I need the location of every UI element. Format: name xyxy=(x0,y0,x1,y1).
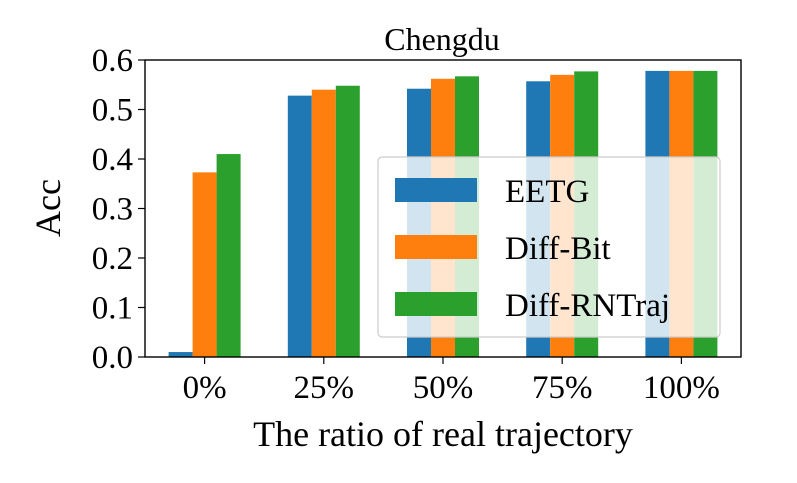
legend-swatch-diff-bit xyxy=(395,235,477,259)
x-axis: 0% 25% 50% 75% 100% xyxy=(183,357,720,406)
legend-label-eetg: EETG xyxy=(505,174,589,210)
y-tick-label: 0.2 xyxy=(92,241,133,277)
chart-title: Chengdu xyxy=(384,21,500,57)
x-tick-label: 25% xyxy=(294,370,355,406)
bar-diff-bit-1 xyxy=(311,89,336,357)
y-axis: 0.0 0.1 0.2 0.3 0.4 0.5 0.6 xyxy=(92,43,145,376)
legend-swatch-diff-rntraj xyxy=(395,292,477,316)
x-tick-label: 100% xyxy=(643,370,720,406)
x-tick-label: 50% xyxy=(413,370,474,406)
y-tick-label: 0.6 xyxy=(92,43,133,79)
legend-label-diff-bit: Diff-Bit xyxy=(505,231,611,267)
bar-eetg-1 xyxy=(287,95,312,357)
x-tick-label: 0% xyxy=(183,370,227,406)
x-axis-label: The ratio of real trajectory xyxy=(253,414,633,454)
x-tick-label: 75% xyxy=(532,370,593,406)
y-tick-label: 0.3 xyxy=(92,192,133,228)
y-tick-label: 0.0 xyxy=(92,340,133,376)
plot-frame xyxy=(144,59,742,358)
legend-swatch-eetg xyxy=(395,178,477,202)
bar-diff-bit-0 xyxy=(192,172,217,357)
y-tick-label: 0.5 xyxy=(92,93,133,129)
y-tick-label: 0.1 xyxy=(92,291,133,327)
legend-label-diff-rntraj: Diff-RNTraj xyxy=(505,288,670,324)
bar-diff-rntraj-0 xyxy=(216,154,241,357)
bar-eetg-0 xyxy=(168,352,193,357)
bar-diff-rntraj-1 xyxy=(335,85,360,358)
legend: EETG Diff-Bit Diff-RNTraj xyxy=(377,156,721,338)
y-axis-label: Acc xyxy=(28,179,68,237)
y-tick-label: 0.4 xyxy=(92,142,133,178)
